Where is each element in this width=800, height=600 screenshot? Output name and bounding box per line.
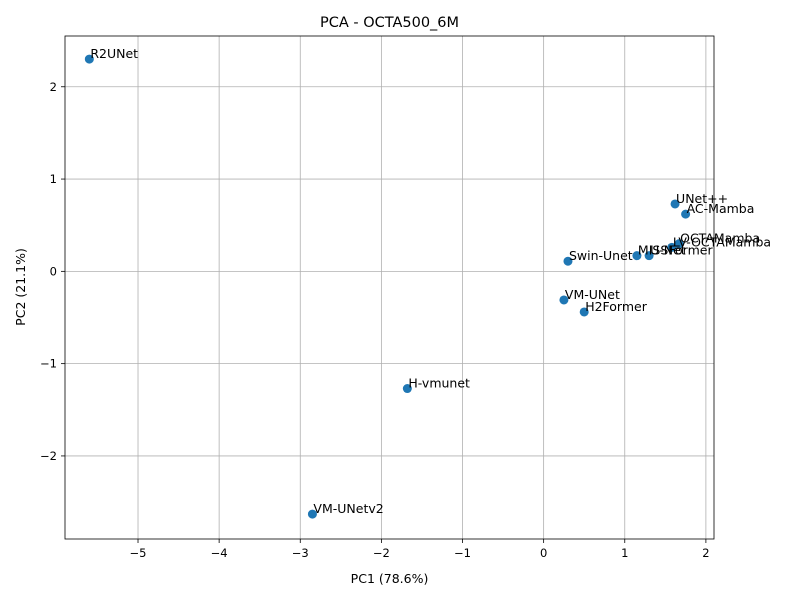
scatter-point — [579, 307, 589, 317]
grid-lines — [65, 36, 714, 539]
point-label: OCTAMamba — [680, 231, 760, 246]
scatter-point — [674, 239, 684, 249]
y-tick-label: 1 — [50, 172, 57, 186]
x-axis-label: PC1 (78.6%) — [351, 571, 429, 586]
point-label: H2Former — [585, 299, 648, 314]
plot-frame — [64, 35, 715, 540]
point-label: LV-OCTAMamba — [673, 234, 771, 249]
x-tick-label: 0 — [540, 546, 547, 560]
y-tick-label: 0 — [50, 264, 57, 278]
scatter-point — [563, 256, 573, 266]
point-label: R2UNet — [90, 46, 138, 61]
scatter-point — [632, 251, 642, 261]
point-label: AC-Mamba — [687, 201, 755, 216]
point-label: VM-UNetv2 — [313, 501, 383, 516]
y-axis-label: PC2 (21.1%) — [13, 248, 28, 326]
scatter-point — [667, 242, 677, 252]
y-tick-label: −2 — [40, 449, 57, 463]
scatter-point — [681, 209, 691, 219]
x-tick-label: 1 — [621, 546, 628, 560]
point-label: VM-UNet — [565, 287, 620, 302]
point-label: H-vmunet — [408, 376, 470, 391]
x-tick-label: −2 — [373, 546, 390, 560]
scatter-point — [84, 54, 94, 64]
point-label: Swin-Unet — [569, 248, 633, 263]
point-label: U-Net — [650, 243, 686, 258]
y-tick-label: 2 — [50, 80, 57, 94]
x-tick-label: −4 — [211, 546, 228, 560]
point-label: MISSFormer — [638, 243, 714, 258]
chart-title: PCA - OCTA500_6M — [320, 15, 459, 31]
data-points — [84, 54, 691, 519]
axis-ticks: −5 −4 −3 −2 −1 0 1 2 −2 −1 0 1 2 — [40, 80, 710, 560]
scatter-point — [559, 295, 569, 305]
y-tick-label: −1 — [40, 357, 57, 371]
x-tick-label: −1 — [454, 546, 471, 560]
point-labels: R2UNet UNet++AC-Mamba OCTAMambaLV-OCTAMamb… — [90, 46, 771, 516]
x-tick-label: −3 — [292, 546, 309, 560]
x-tick-label: −5 — [130, 546, 147, 560]
scatter-point — [644, 251, 654, 261]
scatter-point — [402, 384, 412, 394]
point-label: UNet++ — [676, 191, 728, 206]
x-tick-label: 2 — [702, 546, 709, 560]
scatter-point — [307, 509, 317, 519]
scatter-point — [670, 199, 680, 209]
